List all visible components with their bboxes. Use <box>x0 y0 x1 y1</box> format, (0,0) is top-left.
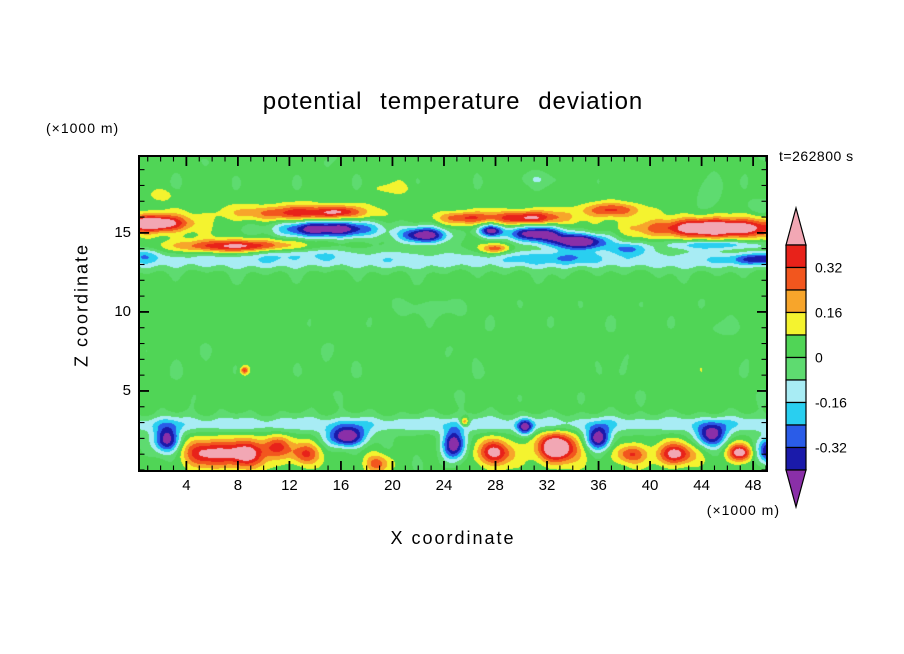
y-tick-label: 15 <box>114 223 131 241</box>
x-tick-label: 8 <box>233 477 243 494</box>
y-tick-label: 5 <box>122 381 131 399</box>
x-tick-label: 20 <box>384 477 401 494</box>
x-tick-label: 4 <box>182 477 191 494</box>
contour-field-canvas <box>140 157 766 470</box>
colorbar: 0.32 0.16 0 -0.16 -0.32 <box>785 205 847 510</box>
colorbar-box <box>785 289 807 314</box>
colorbar-box <box>785 311 807 336</box>
x-tick-label: 32 <box>538 477 556 494</box>
chart-title: potential temperature deviation <box>262 88 644 115</box>
colorbar-box <box>785 356 807 381</box>
colorbar-box <box>785 401 807 426</box>
colorbar-label: -0.32 <box>815 440 847 456</box>
colorbar-label: -0.16 <box>815 395 847 411</box>
colorbar-label: 0.16 <box>815 305 842 321</box>
colorbar-box <box>785 244 807 269</box>
x-tick-label: 36 <box>590 477 607 494</box>
x-tick-label: 44 <box>693 477 710 494</box>
x-tick-label: 40 <box>641 477 659 494</box>
x-tick-label: 12 <box>281 477 298 494</box>
x-tick-label: 16 <box>332 477 350 494</box>
colorbar-box <box>785 424 807 449</box>
colorbar-label: 0.32 <box>815 260 842 276</box>
x-tick-label: 28 <box>487 477 504 494</box>
x-axis-unit: (×1000 m) <box>706 502 780 518</box>
x-tick-label: 48 <box>744 477 762 494</box>
y-tick-label: 10 <box>114 302 131 320</box>
colorbar-box <box>785 446 807 471</box>
colorbar-box <box>785 334 807 359</box>
time-stamp: t=262800 s <box>779 148 854 164</box>
colorbar-box <box>785 266 807 291</box>
colorbar-arrow-high <box>785 205 807 246</box>
colorbar-arrow-low <box>785 469 807 510</box>
colorbar-label: 0 <box>815 350 823 366</box>
x-tick-label: 24 <box>435 477 453 494</box>
colorbar-box <box>785 379 807 404</box>
y-axis-label: Z coordinate <box>71 242 92 368</box>
y-axis-unit: (×1000 m) <box>46 120 120 136</box>
x-axis-label: X coordinate <box>390 528 516 548</box>
plot-frame <box>138 155 768 472</box>
